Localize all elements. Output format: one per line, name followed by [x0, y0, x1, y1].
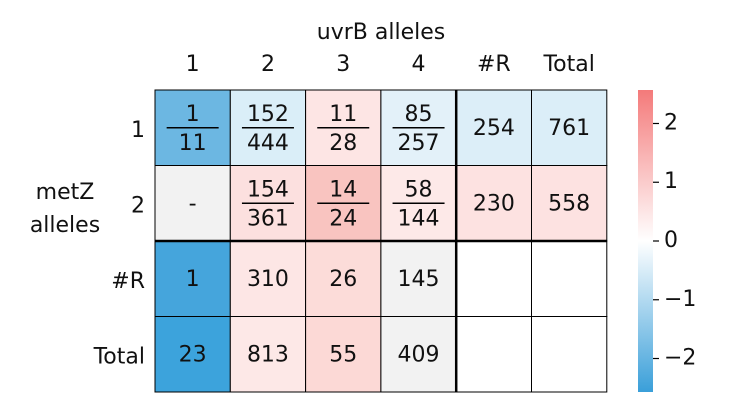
cell-value: 558: [548, 191, 590, 216]
cell: [305, 316, 382, 393]
cell-value: 310: [247, 267, 289, 292]
colorbar: [638, 90, 653, 392]
cell: [380, 240, 457, 317]
cell: [455, 316, 533, 393]
cell-value: 145: [398, 267, 440, 292]
column-label: Total: [542, 52, 594, 77]
cell: [531, 165, 608, 242]
column-label: 1: [186, 52, 200, 77]
column-label: 4: [412, 52, 426, 77]
cell: [531, 240, 608, 317]
numerator: 152: [247, 102, 289, 127]
cell: [154, 240, 231, 317]
denominator: 144: [398, 206, 440, 231]
numerator: 154: [247, 177, 289, 202]
column-label: 2: [261, 52, 275, 77]
numerator: 58: [405, 177, 433, 202]
cell: [455, 240, 533, 317]
denominator: 28: [329, 131, 357, 156]
cell: [380, 316, 457, 393]
column-label: 3: [336, 52, 350, 77]
row-label: 2: [131, 193, 145, 218]
cell: [305, 240, 382, 317]
denominator: 361: [247, 206, 289, 231]
cell: [531, 89, 608, 166]
cell-value: 813: [247, 342, 289, 367]
denominator: 24: [329, 206, 357, 231]
denominator: 444: [247, 131, 289, 156]
cell-value: 761: [548, 116, 590, 141]
cell-value: -: [189, 191, 197, 216]
cell-value: 55: [329, 342, 357, 367]
cell: [531, 316, 608, 393]
column-title: uvrB alleles: [317, 20, 445, 45]
cell: [154, 316, 231, 393]
column-label: #R: [477, 52, 511, 77]
denominator: 257: [398, 131, 440, 156]
row-label: #R: [111, 269, 145, 294]
colorbar-tick-label: 1: [664, 169, 678, 194]
numerator: 1: [186, 102, 200, 127]
numerator: 14: [329, 177, 357, 202]
row-title: metZ alleles: [30, 180, 100, 238]
row-label: 1: [131, 118, 145, 143]
cell-value: 254: [473, 116, 515, 141]
denominator: 11: [179, 131, 207, 156]
numerator: 11: [329, 102, 357, 127]
cell: [455, 165, 533, 242]
cell: [229, 240, 307, 317]
cell-value: 1: [186, 267, 200, 292]
cell-value: 230: [473, 191, 515, 216]
cell-value: 23: [179, 342, 207, 367]
colorbar-tick-label: −2: [664, 346, 696, 371]
colorbar-tick-label: 0: [664, 228, 678, 253]
colorbar-tick-label: −1: [664, 287, 696, 312]
colorbar-tick-label: 2: [664, 110, 678, 135]
cell-value: 409: [398, 342, 440, 367]
cell-value: 26: [329, 267, 357, 292]
numerator: 85: [405, 102, 433, 127]
row-label: Total: [93, 344, 145, 369]
